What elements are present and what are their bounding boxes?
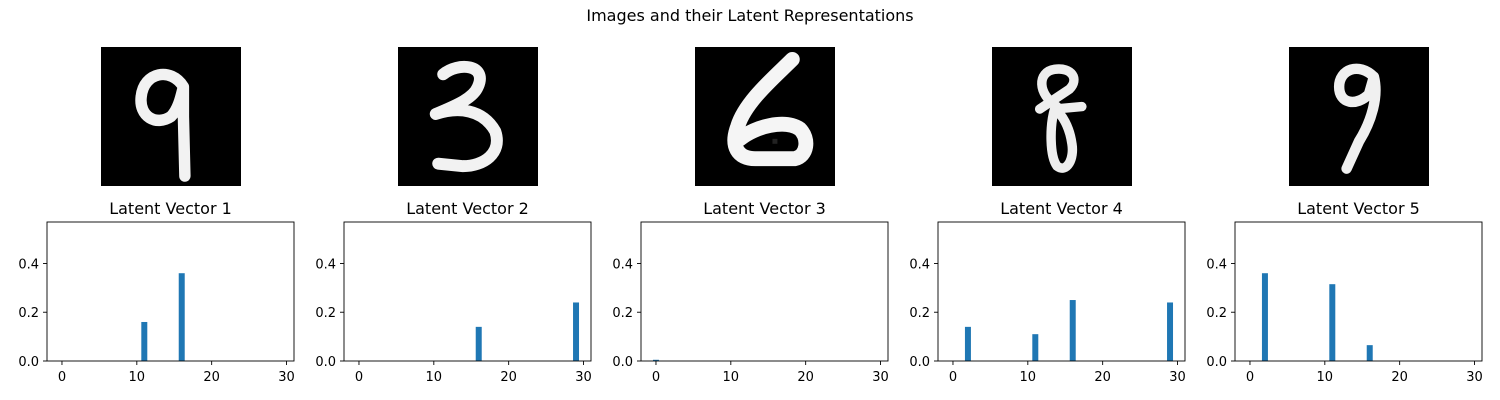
chart-5: Latent Vector 5 0 10 20 30 0.0 0.2 0.4 bbox=[1206, 199, 1482, 385]
y-tick-label: 0.4 bbox=[612, 257, 633, 272]
digit-image-3 bbox=[695, 47, 835, 186]
x-tick-label: 0 bbox=[949, 370, 957, 385]
chart-title: Latent Vector 5 bbox=[1297, 199, 1420, 218]
chart-4: Latent Vector 4 0 10 20 30 0.0 0.2 0.4 bbox=[909, 199, 1185, 385]
axes-frame bbox=[937, 221, 1186, 362]
y-tick-label: 0.0 bbox=[612, 355, 633, 370]
bar-16 bbox=[1069, 300, 1076, 361]
y-tick-label: 0.0 bbox=[909, 355, 930, 370]
x-tick-label: 20 bbox=[203, 370, 220, 385]
chart-title: Latent Vector 2 bbox=[406, 199, 529, 218]
figure-title: Images and their Latent Representations bbox=[586, 6, 914, 25]
bar-16 bbox=[1366, 345, 1373, 361]
bar-0 bbox=[652, 359, 659, 361]
y-tick-label: 0.0 bbox=[1206, 355, 1227, 370]
y-tick-label: 0.4 bbox=[909, 257, 930, 272]
x-tick-label: 0 bbox=[355, 370, 363, 385]
y-tick-label: 0.0 bbox=[18, 355, 39, 370]
bar-2 bbox=[1261, 273, 1268, 361]
y-tick-label: 0.2 bbox=[612, 306, 633, 321]
x-tick-label: 0 bbox=[1246, 370, 1254, 385]
x-tick-label: 30 bbox=[1466, 370, 1483, 385]
digit-image-2 bbox=[398, 47, 538, 186]
axes-frame bbox=[640, 221, 889, 362]
x-tick-label: 0 bbox=[652, 370, 660, 385]
bar-16 bbox=[475, 326, 482, 361]
x-tick-label: 10 bbox=[129, 370, 146, 385]
x-tick-label: 10 bbox=[426, 370, 443, 385]
chart-title: Latent Vector 1 bbox=[109, 199, 232, 218]
x-tick-label: 30 bbox=[872, 370, 889, 385]
bar-29 bbox=[573, 302, 580, 361]
axes-frame bbox=[46, 221, 295, 362]
y-tick-label: 0.2 bbox=[1206, 306, 1227, 321]
y-tick-label: 0.2 bbox=[909, 306, 930, 321]
bar-16 bbox=[178, 273, 185, 361]
x-tick-label: 20 bbox=[1094, 370, 1111, 385]
x-tick-label: 10 bbox=[1317, 370, 1334, 385]
x-tick-label: 30 bbox=[575, 370, 592, 385]
x-tick-label: 20 bbox=[797, 370, 814, 385]
x-tick-label: 20 bbox=[1391, 370, 1408, 385]
bar-11 bbox=[1329, 284, 1336, 361]
digit-image-1 bbox=[101, 47, 241, 186]
x-tick-label: 30 bbox=[1169, 370, 1186, 385]
y-tick-label: 0.2 bbox=[18, 306, 39, 321]
y-tick-label: 0.0 bbox=[315, 355, 336, 370]
bar-11 bbox=[1032, 334, 1039, 361]
chart-2: Latent Vector 2 0 10 20 30 0.0 0.2 0.4 bbox=[315, 199, 591, 385]
chart-title: Latent Vector 3 bbox=[703, 199, 826, 218]
x-tick-label: 0 bbox=[58, 370, 66, 385]
bar-11 bbox=[141, 321, 148, 361]
x-tick-label: 10 bbox=[1020, 370, 1037, 385]
chart-1: Latent Vector 1 0 10 20 30 0.0 0.2 0.4 bbox=[18, 199, 294, 385]
x-tick-label: 10 bbox=[723, 370, 740, 385]
chart-title: Latent Vector 4 bbox=[1000, 199, 1123, 218]
y-tick-label: 0.4 bbox=[18, 257, 39, 272]
digit-image-4 bbox=[992, 47, 1132, 186]
x-tick-label: 20 bbox=[500, 370, 517, 385]
digit-image-5 bbox=[1289, 47, 1429, 186]
chart-3: Latent Vector 3 0 10 20 30 0.0 0.2 0.4 bbox=[612, 199, 888, 385]
x-tick-label: 30 bbox=[278, 370, 295, 385]
axes-frame bbox=[343, 221, 592, 362]
y-tick-label: 0.2 bbox=[315, 306, 336, 321]
y-tick-label: 0.4 bbox=[315, 257, 336, 272]
axes-frame bbox=[1234, 221, 1483, 362]
y-tick-label: 0.4 bbox=[1206, 257, 1227, 272]
bar-2 bbox=[964, 326, 971, 361]
bar-29 bbox=[1167, 302, 1174, 361]
